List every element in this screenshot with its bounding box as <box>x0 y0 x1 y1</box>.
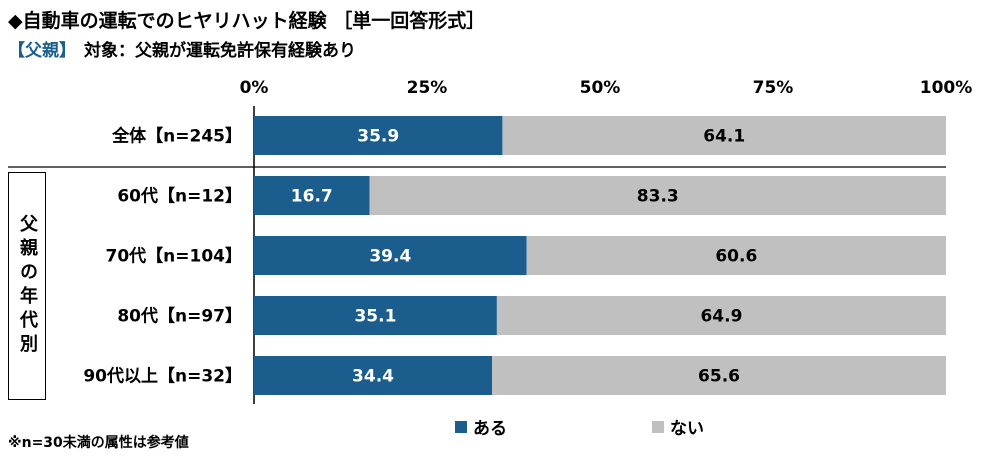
legend: ある ない <box>0 414 1000 439</box>
data-label-aru: 35.9 <box>357 127 399 147</box>
legend-swatch-nai <box>652 420 664 433</box>
data-label-aru: 34.4 <box>352 367 394 387</box>
x-tick-label: 100% <box>920 78 973 98</box>
legend-item-aru: ある <box>455 414 507 439</box>
bar-segment-aru <box>254 176 370 215</box>
legend-swatch-aru <box>455 420 467 433</box>
chart-subtitle: 【父親】 対象：父親が運転免許保有経験あり <box>8 36 356 61</box>
bar-segment-nai <box>492 356 946 395</box>
category-label: 60代【n=12】 <box>117 186 242 207</box>
x-tick-label: 75% <box>753 78 794 98</box>
bar-segment-aru <box>254 356 493 395</box>
legend-label-nai: ない <box>670 419 704 439</box>
data-label-nai: 64.9 <box>700 307 742 327</box>
data-label-nai: 65.6 <box>698 367 740 387</box>
x-tick-label: 50% <box>580 78 621 98</box>
footnote: ※n=30未満の属性は参考値 <box>8 435 189 451</box>
legend-item-nai: ない <box>652 414 704 439</box>
group-label: 父親の年代別 <box>17 214 38 358</box>
bar-segment-nai <box>496 296 946 335</box>
bar-segment-nai <box>502 116 946 155</box>
subtitle-target: 対象：父親が運転免許保有経験あり <box>84 41 356 61</box>
bar-segment-nai <box>526 236 946 275</box>
bar-segment-nai <box>369 176 947 215</box>
data-label-nai: 60.6 <box>715 247 757 267</box>
group-label-box: 父親の年代別 <box>8 172 46 400</box>
x-tick-label: 0% <box>240 78 269 98</box>
bar-segment-aru <box>254 236 527 275</box>
legend-label-aru: ある <box>473 419 507 439</box>
data-label-aru: 16.7 <box>291 187 333 207</box>
bar-segment-aru <box>254 296 497 335</box>
category-label: 70代【n=104】 <box>106 246 243 267</box>
chart-title: ◆自動車の運転でのヒヤリハット経験 ［単一回答形式］ <box>8 10 486 32</box>
category-label: 90代以上【n=32】 <box>83 366 242 387</box>
bar-segment-aru <box>254 116 503 155</box>
subtitle-tag: 【父親】 <box>8 41 76 61</box>
data-label-nai: 83.3 <box>637 187 679 207</box>
x-tick-label: 25% <box>407 78 448 98</box>
data-label-aru: 39.4 <box>369 247 411 267</box>
data-label-aru: 35.1 <box>354 307 396 327</box>
category-label: 80代【n=97】 <box>117 306 242 327</box>
data-label-nai: 64.1 <box>703 127 745 147</box>
category-label: 全体【n=245】 <box>111 126 242 147</box>
